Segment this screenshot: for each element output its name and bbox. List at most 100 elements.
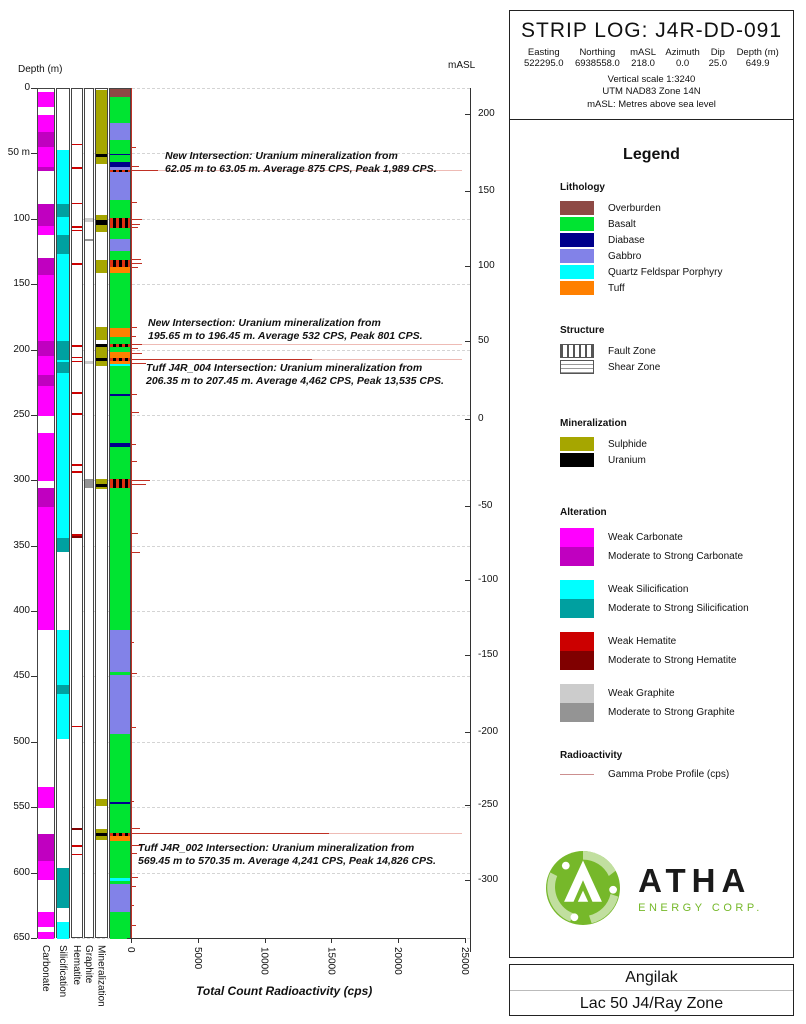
gamma-baseline — [131, 88, 132, 938]
legend-lithology-item: Gabbro — [560, 249, 793, 264]
intersection-annotation: New Intersection: Uranium mineralization… — [165, 150, 437, 176]
radioactivity-tick-label: 15000 — [325, 947, 337, 975]
masl-tick-label: 0 — [478, 413, 484, 424]
collar-field-label: Azimuth — [665, 47, 700, 58]
lithology-column-interval — [110, 363, 130, 367]
intersection-annotation: New Intersection: Uranium mineralization… — [148, 317, 423, 343]
structure-header: Structure — [560, 325, 605, 337]
legend-lithology-item-label: Gabbro — [608, 250, 642, 262]
legend-alteration-item: Weak Carbonate Moderate to Strong Carbona… — [560, 528, 793, 567]
carbonate-column-interval — [38, 385, 54, 416]
carbonate-column-interval — [38, 204, 54, 227]
silicification-column-interval — [57, 150, 69, 205]
masl-tick — [465, 191, 470, 192]
lithology-column-interval — [110, 366, 130, 394]
radioactivity-header: Radioactivity — [560, 750, 623, 762]
column-label: Carbonate — [40, 945, 51, 992]
mineralization-column-interval — [96, 833, 107, 836]
strip-log-plot: Depth (m) mASL Total Count Radioactivity… — [7, 60, 498, 1007]
lithology-column-interval — [110, 478, 130, 488]
legend-lithology-item-swatch — [560, 233, 594, 248]
legend-mineralization-item: Sulphide — [560, 437, 793, 452]
lithology-column-interval — [110, 251, 130, 261]
lithology-column-interval — [110, 328, 130, 338]
gamma-spike — [131, 358, 312, 360]
carbonate-column-interval — [38, 375, 54, 386]
carbonate-column-interval — [38, 507, 54, 631]
lithology-column-interval — [110, 273, 130, 329]
hematite-column-interval — [72, 535, 82, 538]
hematite-column-interval — [72, 167, 82, 170]
lithology-column-interval — [110, 123, 130, 140]
mineralization-column-interval — [96, 483, 107, 487]
depth-tick-label: 350 — [13, 539, 30, 551]
lithology-column-interval — [110, 167, 130, 171]
header-note: UTM NAD83 Zone 14N — [602, 86, 701, 98]
legend-lithology-item-swatch — [560, 249, 594, 264]
hematite-column-interval — [72, 229, 82, 231]
carbonate-column-interval — [38, 132, 54, 147]
legend-mineralization-item: Uranium — [560, 453, 793, 468]
masl-tick — [465, 732, 470, 733]
lithology-column-interval — [110, 140, 130, 154]
legend-lithology-item: Overburden — [560, 201, 793, 216]
depth-tick — [31, 414, 37, 416]
lithology-column-interval — [110, 172, 130, 201]
lithology-column-interval — [110, 346, 130, 352]
legend-lithology-item: Diabase — [560, 233, 793, 248]
zone-name: Lac 50 J4/Ray Zone — [579, 994, 724, 1012]
legend-box: Legend Lithology Overburden Basalt Diabase… — [510, 146, 793, 780]
depth-tick-label: 250 — [13, 408, 30, 420]
legend-mineralization-section: Mineralization Sulphide Uranium — [560, 418, 793, 468]
carbonate-column-interval — [38, 274, 54, 342]
legend-structure-item-swatch — [560, 344, 594, 359]
gamma-spike — [131, 224, 140, 225]
radioactivity-tick — [398, 938, 400, 943]
alteration-swatch — [560, 684, 594, 723]
lithology-column-interval — [110, 801, 130, 805]
lithology-column-interval — [110, 266, 130, 274]
depth-gridline — [37, 807, 470, 809]
masl-tick — [465, 419, 470, 420]
carbonate-column-interval — [38, 341, 54, 356]
mineralization-column-interval — [96, 90, 107, 155]
mineralization-column-interval — [96, 835, 107, 840]
depth-tick — [31, 741, 37, 743]
lithology-column-interval — [110, 239, 130, 252]
depth-tick-label: 50 m — [7, 147, 30, 159]
hematite-column-interval — [72, 844, 82, 848]
legend-structure-section: Structure Fault Zone Shear Zone — [560, 325, 793, 375]
info-panel: STRIP LOG: J4R-DD-091 Easting Northing mAS… — [509, 10, 794, 958]
mineralization-column-interval — [96, 478, 107, 484]
silicification-column-interval — [57, 341, 69, 360]
lithology-column-interval — [110, 835, 130, 841]
lithology-column-interval — [110, 218, 130, 228]
mineralization-column-interval — [96, 829, 107, 834]
depth-gridline — [37, 349, 470, 351]
legend-alteration-item: Weak Silicification Moderate to Strong Si… — [560, 580, 793, 619]
gamma-spike — [131, 845, 143, 847]
depth-tick-label: 100 — [13, 212, 30, 224]
silicification-column-interval — [57, 204, 69, 218]
collar-field-value: 522295.0 — [523, 58, 564, 69]
logo-name: ATHA — [638, 862, 752, 899]
hematite-column-interval — [72, 470, 82, 473]
depth-tick-label: 200 — [13, 343, 30, 355]
lithology-column-interval — [110, 487, 130, 631]
carbonate-column-interval — [38, 932, 54, 939]
legend-structure-item: Fault Zone — [560, 344, 793, 359]
lithology-column-interval — [110, 351, 130, 359]
legend-mineralization-item-swatch — [560, 453, 594, 468]
mineralization-column-interval — [96, 260, 107, 274]
radioactivity-axis-title: Total Count Radioactivity (cps) — [196, 984, 373, 998]
legend-lithology-item: Quartz Feldspar Porphyry — [560, 265, 793, 280]
depth-tick — [31, 349, 37, 351]
title-box: Angilak Lac 50 J4/Ray Zone — [509, 964, 794, 1016]
depth-gridline — [37, 284, 470, 286]
depth-tick — [31, 545, 37, 547]
mineralization-column-interval — [96, 346, 107, 359]
silicification-column-interval — [57, 362, 69, 373]
carbonate-column-interval — [38, 146, 54, 168]
radioactivity-tick-label: 10000 — [258, 947, 270, 975]
legend-lithology-item-label: Basalt — [608, 218, 636, 230]
